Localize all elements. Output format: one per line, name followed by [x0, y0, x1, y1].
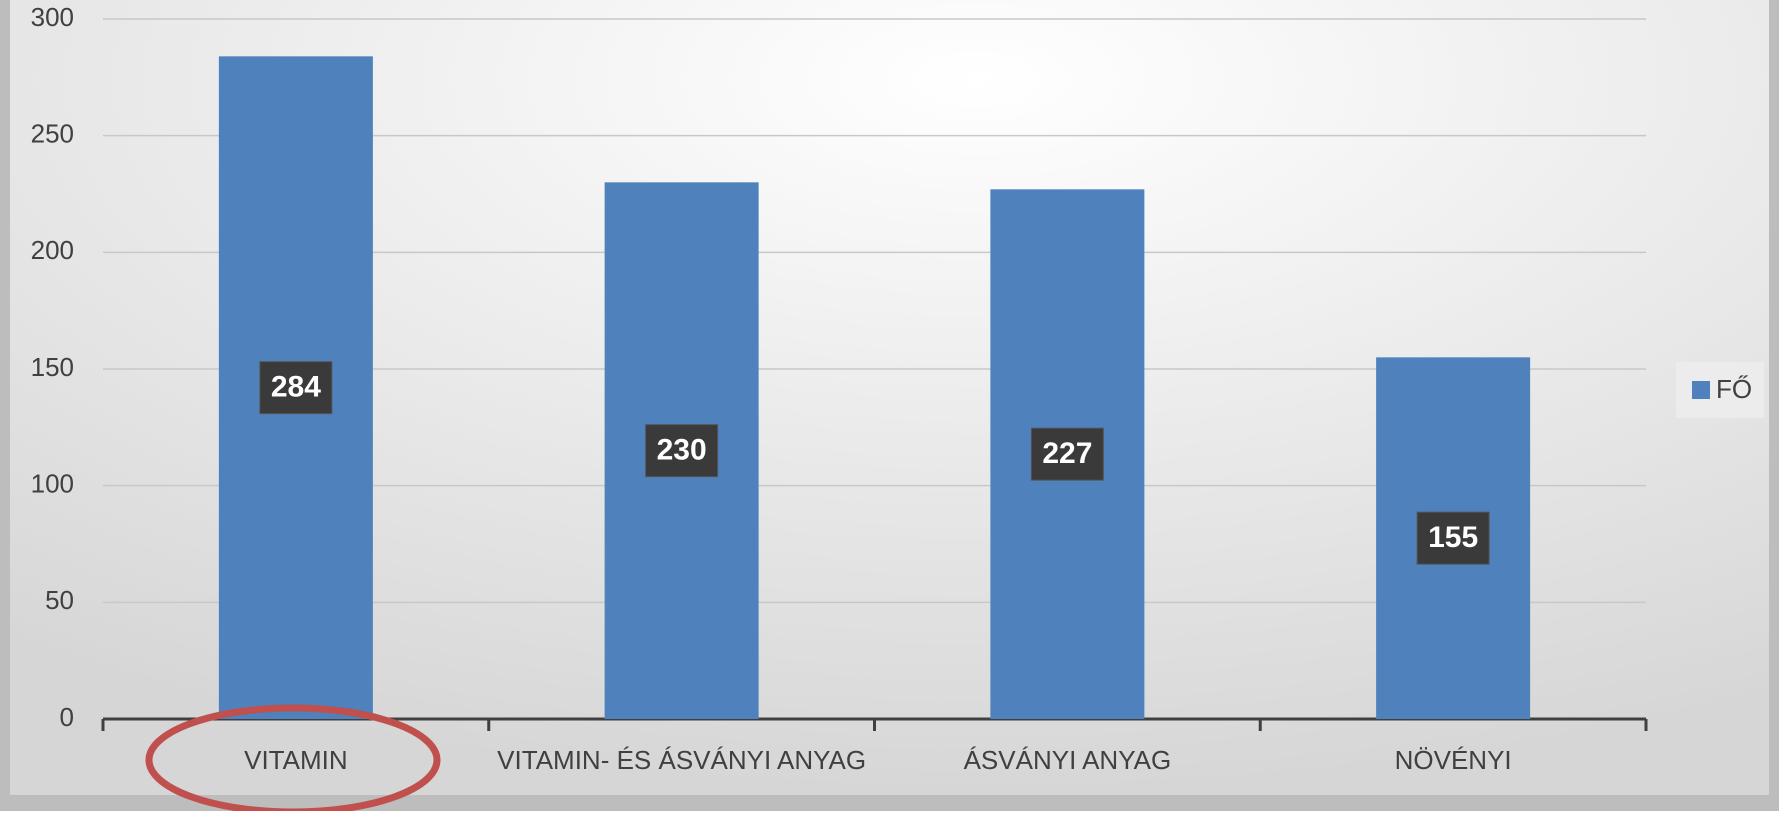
y-tick-label: 300	[31, 2, 74, 32]
data-label-box	[645, 424, 719, 478]
x-tick-label: VITAMIN- ÉS ÁSVÁNYI ANYAG	[497, 745, 866, 775]
y-tick-label: 0	[60, 702, 74, 732]
data-label: 284	[271, 371, 321, 404]
y-tick-label: 250	[31, 119, 74, 149]
legend-box	[1676, 362, 1764, 418]
data-label-box	[1030, 427, 1104, 481]
y-tick-label: 200	[31, 235, 74, 265]
legend-label: FŐ	[1716, 374, 1752, 404]
plot-area: 0 50 100 150 200 250 300 VITAMIN VITAMIN- ÉS ÁSV…	[31, 2, 1764, 775]
data-label-box	[259, 361, 333, 415]
data-label-box	[1416, 511, 1490, 565]
data-label: 230	[657, 434, 707, 467]
x-tick-label: ÁSVÁNYI ANYAG	[964, 745, 1172, 775]
legend-swatch	[1692, 381, 1710, 399]
data-label: 227	[1042, 437, 1092, 470]
x-tick-label: NÖVÉNYI	[1395, 745, 1512, 775]
y-tick-label: 100	[31, 469, 74, 499]
data-label: 155	[1428, 521, 1478, 554]
y-tick-label: 150	[31, 352, 74, 382]
y-tick-label: 50	[45, 585, 74, 615]
x-tick-label: VITAMIN	[244, 745, 348, 775]
